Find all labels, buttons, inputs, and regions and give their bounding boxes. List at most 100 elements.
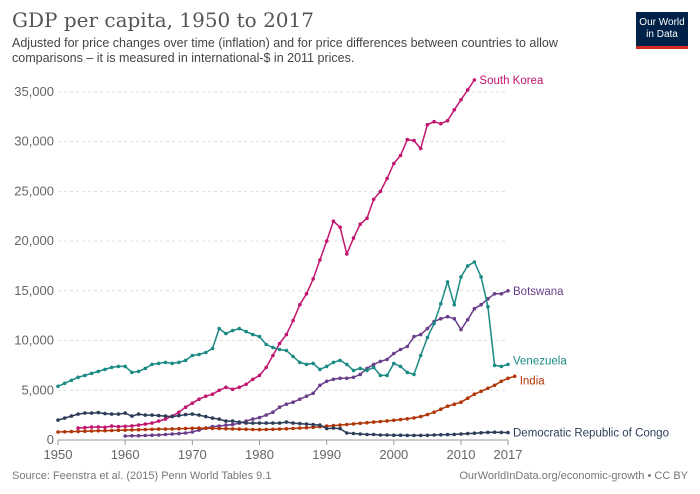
data-point[interactable] bbox=[251, 417, 255, 421]
data-point[interactable] bbox=[459, 327, 463, 332]
data-point[interactable] bbox=[130, 428, 134, 432]
data-point[interactable] bbox=[96, 429, 101, 433]
data-point[interactable] bbox=[398, 433, 403, 438]
data-point[interactable] bbox=[506, 289, 510, 293]
data-point[interactable] bbox=[304, 362, 309, 367]
data-point[interactable] bbox=[197, 352, 201, 357]
data-point[interactable] bbox=[425, 326, 430, 331]
data-point[interactable] bbox=[465, 317, 470, 322]
data-point[interactable] bbox=[190, 430, 195, 434]
data-point[interactable] bbox=[136, 433, 141, 438]
data-point[interactable] bbox=[271, 427, 275, 432]
data-point[interactable] bbox=[237, 326, 242, 331]
data-point[interactable] bbox=[324, 379, 329, 384]
data-point[interactable] bbox=[351, 431, 356, 436]
data-point[interactable] bbox=[96, 425, 101, 429]
data-point[interactable] bbox=[109, 412, 114, 416]
data-point[interactable] bbox=[96, 410, 101, 415]
data-point[interactable] bbox=[271, 353, 275, 358]
data-point[interactable] bbox=[459, 98, 463, 102]
data-point[interactable] bbox=[459, 432, 463, 436]
data-point[interactable] bbox=[150, 421, 154, 425]
data-point[interactable] bbox=[318, 423, 322, 427]
data-point[interactable] bbox=[418, 332, 423, 337]
data-point[interactable] bbox=[197, 426, 201, 430]
data-point[interactable] bbox=[291, 354, 295, 359]
data-point[interactable] bbox=[183, 405, 188, 410]
data-point[interactable] bbox=[499, 379, 504, 384]
data-point[interactable] bbox=[150, 433, 154, 438]
data-point[interactable] bbox=[177, 410, 181, 415]
data-point[interactable] bbox=[479, 389, 483, 394]
data-point[interactable] bbox=[217, 426, 221, 431]
data-point[interactable] bbox=[365, 368, 369, 373]
data-point[interactable] bbox=[472, 260, 477, 264]
data-point[interactable] bbox=[398, 364, 403, 369]
data-point[interactable] bbox=[230, 422, 235, 427]
data-point[interactable] bbox=[486, 304, 490, 309]
data-point[interactable] bbox=[338, 423, 342, 427]
data-point[interactable] bbox=[318, 258, 322, 262]
data-point[interactable] bbox=[452, 402, 457, 407]
data-point[interactable] bbox=[204, 426, 208, 431]
data-point[interactable] bbox=[123, 411, 127, 415]
data-point[interactable] bbox=[183, 358, 188, 363]
data-point[interactable] bbox=[412, 138, 416, 143]
data-point[interactable] bbox=[512, 374, 517, 379]
data-point[interactable] bbox=[392, 433, 396, 438]
data-point[interactable] bbox=[345, 431, 349, 435]
data-point[interactable] bbox=[277, 347, 282, 352]
data-point[interactable] bbox=[439, 407, 443, 412]
data-point[interactable] bbox=[103, 367, 107, 372]
data-point[interactable] bbox=[62, 381, 67, 386]
data-point[interactable] bbox=[378, 359, 383, 364]
data-point[interactable] bbox=[412, 433, 416, 438]
data-point[interactable] bbox=[452, 108, 457, 112]
data-point[interactable] bbox=[445, 118, 450, 123]
data-point[interactable] bbox=[277, 341, 282, 346]
data-point[interactable] bbox=[210, 416, 215, 420]
data-point[interactable] bbox=[143, 413, 148, 417]
data-point[interactable] bbox=[452, 302, 457, 307]
data-point[interactable] bbox=[291, 426, 295, 431]
data-point[interactable] bbox=[405, 433, 410, 438]
data-point[interactable] bbox=[499, 364, 504, 369]
data-point[interactable] bbox=[130, 370, 134, 375]
data-point[interactable] bbox=[351, 236, 356, 240]
data-point[interactable] bbox=[224, 423, 228, 427]
data-point[interactable] bbox=[136, 369, 141, 374]
data-point[interactable] bbox=[445, 404, 450, 409]
data-point[interactable] bbox=[217, 388, 221, 393]
data-point[interactable] bbox=[371, 420, 376, 424]
data-point[interactable] bbox=[224, 385, 228, 390]
data-point[interactable] bbox=[257, 373, 262, 378]
data-point[interactable] bbox=[445, 432, 450, 437]
data-point[interactable] bbox=[103, 425, 107, 430]
data-point[interactable] bbox=[89, 425, 94, 429]
data-point[interactable] bbox=[385, 373, 389, 378]
data-point[interactable] bbox=[271, 410, 275, 415]
data-point[interactable] bbox=[345, 362, 349, 367]
data-point[interactable] bbox=[371, 365, 376, 370]
data-point[interactable] bbox=[143, 366, 148, 371]
data-point[interactable] bbox=[318, 383, 322, 388]
data-point[interactable] bbox=[465, 264, 470, 268]
data-point[interactable] bbox=[217, 326, 221, 331]
data-point[interactable] bbox=[459, 400, 463, 405]
data-point[interactable] bbox=[439, 316, 443, 321]
data-point[interactable] bbox=[116, 424, 121, 429]
data-point[interactable] bbox=[486, 386, 490, 391]
data-point[interactable] bbox=[150, 413, 154, 417]
data-point[interactable] bbox=[156, 433, 161, 437]
data-point[interactable] bbox=[183, 412, 188, 417]
data-point[interactable] bbox=[277, 427, 282, 431]
data-point[interactable] bbox=[130, 414, 134, 418]
data-point[interactable] bbox=[311, 425, 316, 430]
data-point[interactable] bbox=[506, 362, 510, 367]
data-point[interactable] bbox=[472, 431, 477, 436]
data-point[interactable] bbox=[116, 412, 121, 416]
data-point[interactable] bbox=[69, 378, 74, 383]
data-point[interactable] bbox=[76, 375, 80, 380]
data-point[interactable] bbox=[492, 383, 497, 388]
data-point[interactable] bbox=[277, 405, 282, 410]
